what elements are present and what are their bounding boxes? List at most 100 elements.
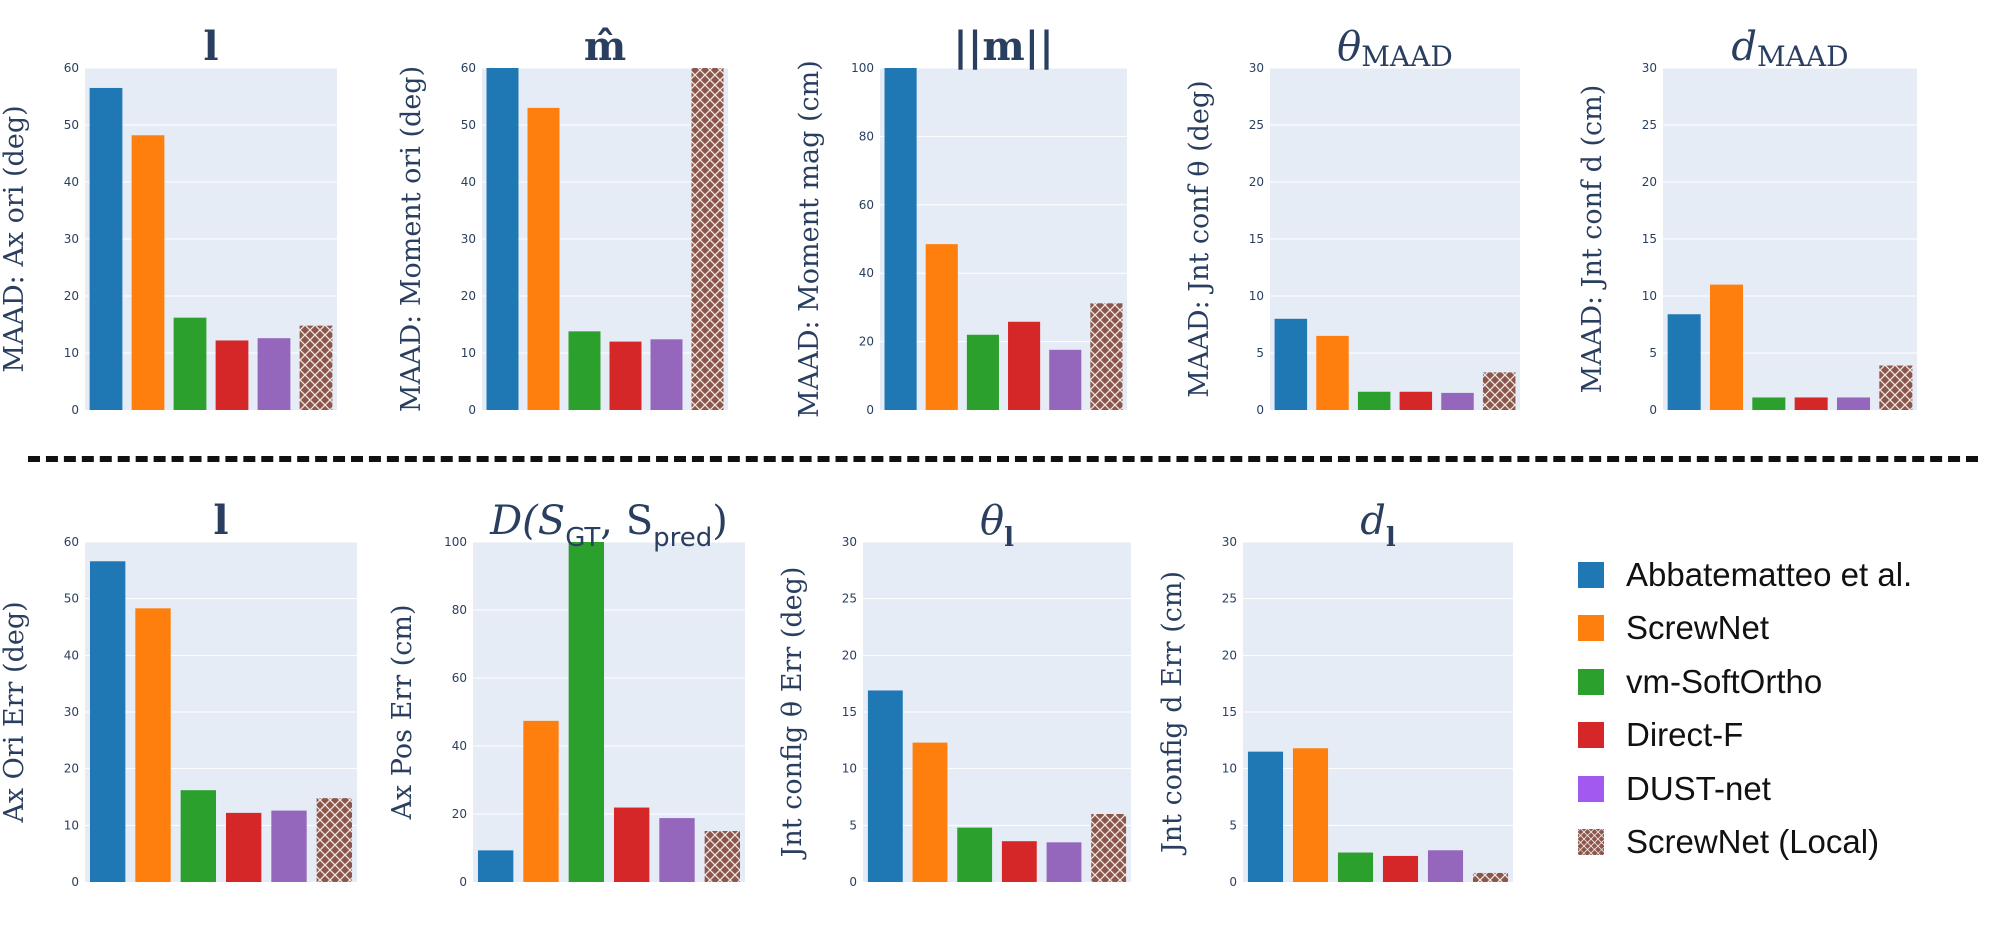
- y-tick-label: 10: [64, 346, 79, 360]
- legend-label: ScrewNet (Local): [1626, 823, 1880, 861]
- chart-panel-3: 0 20 40 60 80 100 MAAD: Moment mag (cm) ||m||: [794, 23, 1127, 418]
- bar-screwnet-local: [1879, 365, 1913, 410]
- legend-label: DUST-net: [1626, 769, 1771, 807]
- y-tick-label: 100: [851, 61, 874, 75]
- y-tick-label: 30: [1249, 61, 1264, 75]
- bar-abbatematteo-et-al: [1667, 314, 1701, 410]
- y-tick-label: 0: [1256, 403, 1264, 417]
- bar-screwnet-local: [1091, 814, 1127, 882]
- legend: Abbatematteo et al. ScrewNet vm-SoftOrtho D…: [1578, 548, 1988, 869]
- y-tick-label: 10: [64, 818, 79, 832]
- y-tick-label: 50: [64, 118, 79, 132]
- y-tick-label: 60: [64, 61, 79, 75]
- legend-swatch: [1578, 668, 1604, 695]
- y-tick-label: 15: [842, 705, 857, 719]
- bar-screwnet-local: [1482, 372, 1516, 410]
- chart-panel-7: 0 20 40 60 80 100 Ax Pos Err (cm) D(SGT, Spred): [387, 498, 745, 889]
- chart-title: m̂: [584, 23, 626, 70]
- chart-panel-2: 0 10 20 30 40 50 60 MAAD: Moment ori (deg) m̂: [396, 23, 728, 417]
- bar-direct-f: [1794, 397, 1828, 410]
- y-tick-label: 80: [859, 129, 874, 143]
- bar-abbatematteo-et-al: [89, 561, 126, 882]
- plot-area: [880, 68, 1127, 410]
- bar-abbatematteo-et-al: [486, 68, 519, 410]
- y-tick-label: 20: [461, 289, 476, 303]
- legend-swatch: [1578, 615, 1604, 642]
- bar-vm-softortho: [568, 331, 601, 410]
- y-tick-label: 30: [461, 232, 476, 246]
- y-tick-label: 20: [1642, 175, 1657, 189]
- bar-direct-f: [1382, 855, 1419, 882]
- y-tick-label: 50: [64, 592, 79, 606]
- chart-panel-6: 0 10 20 30 40 50 60 Ax Ori Err (deg) l: [0, 497, 357, 889]
- bar-vm-softortho: [1357, 391, 1391, 410]
- bar-direct-f: [609, 341, 642, 410]
- y-tick-label: 80: [452, 603, 467, 617]
- y-axis-label: Ax Pos Err (cm): [387, 605, 418, 821]
- y-tick-label: 40: [64, 648, 79, 662]
- y-tick-label: 0: [866, 403, 874, 417]
- bar-dust-net: [1836, 397, 1871, 410]
- y-tick-label: 5: [1649, 346, 1657, 360]
- chart-panel-4: 0 5 10 15 20 25 30 MAAD: Jnt conf θ (deg) θMAAD: [1184, 24, 1520, 417]
- y-tick-label: 20: [452, 807, 467, 821]
- bar-screwnet: [523, 720, 559, 882]
- y-tick-label: 10: [1642, 289, 1657, 303]
- bar-dust-net: [1441, 392, 1474, 410]
- chart-title: l: [213, 497, 228, 544]
- bar-screwnet: [527, 107, 560, 411]
- y-tick-label: 30: [842, 535, 857, 549]
- y-tick-label: 25: [842, 592, 857, 606]
- y-tick-label: 40: [461, 175, 476, 189]
- legend-item: vm-SoftOrtho: [1578, 655, 1988, 709]
- y-tick-label: 15: [1249, 232, 1264, 246]
- legend-item: ScrewNet (Local): [1578, 816, 1988, 870]
- bar-screwnet: [135, 608, 171, 882]
- y-tick-label: 0: [71, 875, 79, 889]
- y-tick-label: 60: [461, 61, 476, 75]
- y-tick-label: 25: [1249, 118, 1264, 132]
- y-tick-label: 100: [444, 535, 467, 549]
- legend-item: ScrewNet: [1578, 602, 1988, 656]
- bar-screwnet: [1709, 284, 1744, 410]
- y-tick-label: 0: [1229, 875, 1237, 889]
- legend-swatch: [1578, 722, 1604, 749]
- bar-abbatematteo-et-al: [884, 68, 917, 410]
- chart-panel-1: 0 10 20 30 40 50 60 MAAD: Ax ori (deg) l: [0, 23, 337, 417]
- y-tick-label: 0: [459, 875, 467, 889]
- y-tick-label: 30: [64, 232, 79, 246]
- y-tick-label: 20: [64, 289, 79, 303]
- y-tick-label: 20: [1222, 648, 1237, 662]
- y-tick-label: 40: [452, 739, 467, 753]
- y-axis-label: MAAD: Ax ori (deg): [0, 105, 30, 372]
- y-axis-label: MAAD: Jnt conf d (cm): [1577, 85, 1608, 394]
- y-axis-label: Jnt config θ Err (deg): [777, 567, 808, 861]
- y-tick-label: 15: [1642, 232, 1657, 246]
- bar-dust-net: [650, 339, 683, 410]
- chart-title: D(SGT, Spred): [489, 498, 728, 553]
- bar-abbatematteo-et-al: [1274, 318, 1308, 410]
- bar-vm-softortho: [966, 334, 999, 410]
- legend-label: Abbatematteo et al.: [1626, 555, 1913, 593]
- y-tick-label: 20: [1249, 175, 1264, 189]
- y-tick-label: 60: [64, 535, 79, 549]
- y-tick-label: 20: [842, 648, 857, 662]
- bar-vm-softortho: [957, 827, 993, 882]
- legend-item: Abbatematteo et al.: [1578, 548, 1988, 602]
- chart-title: θl: [980, 498, 1014, 553]
- y-tick-label: 0: [1649, 403, 1657, 417]
- bar-dust-net: [659, 818, 695, 882]
- bar-vm-softortho: [180, 790, 217, 882]
- chart-panel-9: 0 5 10 15 20 25 30 Jnt config d Err (cm) dl: [1157, 498, 1513, 889]
- y-tick-label: 20: [64, 762, 79, 776]
- y-tick-label: 50: [461, 118, 476, 132]
- y-tick-label: 0: [468, 403, 476, 417]
- y-tick-label: 60: [859, 198, 874, 212]
- y-tick-label: 25: [1222, 592, 1237, 606]
- y-axis-label: MAAD: Moment mag (cm): [794, 60, 825, 418]
- chart-title: dMAAD: [1731, 24, 1848, 73]
- y-tick-label: 25: [1642, 118, 1657, 132]
- y-tick-label: 60: [452, 671, 467, 685]
